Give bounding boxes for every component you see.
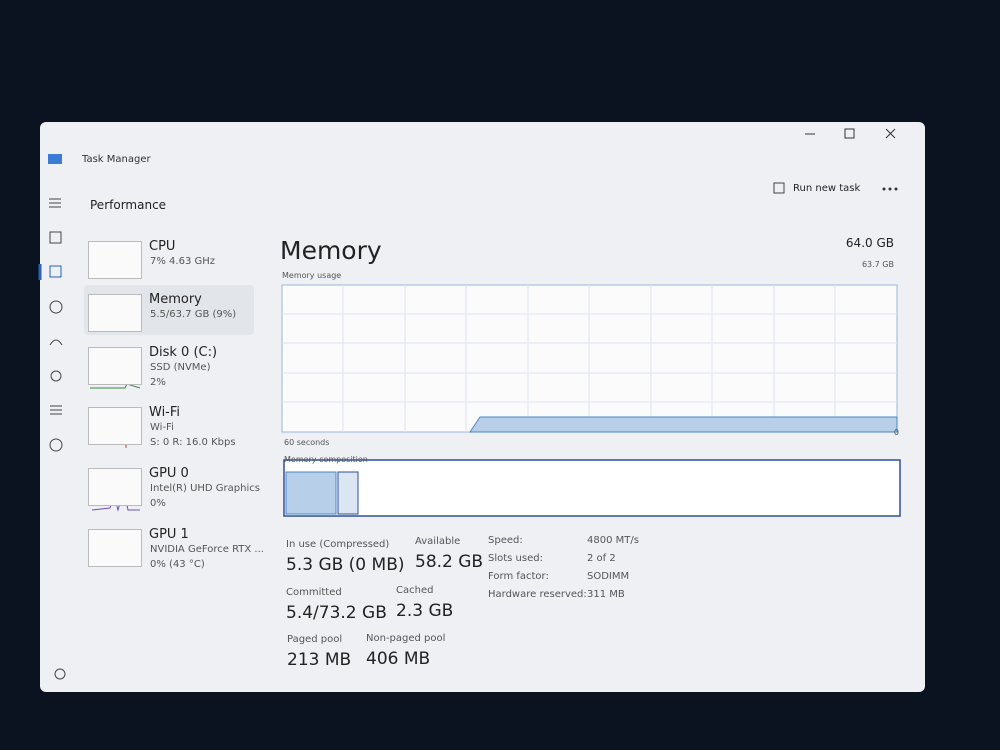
performance-icon[interactable] (49, 265, 62, 278)
sidebar-thumbnail (88, 241, 142, 279)
stat-value: 58.2 GB (415, 552, 484, 572)
detail-label: Form factor: (488, 571, 549, 582)
sidebar-item-detail: 2% (150, 377, 166, 388)
detail-value: 2 of 2 (587, 553, 616, 564)
window-title: Task Manager (82, 154, 151, 165)
sidebar-thumbnail (88, 294, 142, 332)
sidebar-item-name[interactable]: Wi-Fi (149, 405, 181, 420)
stat-value: 213 MB (287, 650, 352, 670)
more-button[interactable] (882, 187, 898, 191)
details-icon[interactable] (50, 405, 62, 415)
sidebar-item-detail: S: 0 R: 16.0 Kbps (150, 437, 236, 448)
settings-icon[interactable] (54, 668, 66, 680)
sidebar-item-name[interactable]: Memory (149, 292, 202, 307)
sidebar-item-name[interactable]: Disk 0 (C:) (149, 345, 218, 360)
memory-total: 64.0 GB (845, 236, 894, 250)
detail-value: 4800 MT/s (587, 535, 639, 546)
sidebar-item-detail: 5.5/63.7 GB (9%) (150, 309, 237, 320)
sidebar-item-detail: NVIDIA GeForce RTX ... (150, 544, 264, 555)
app-icon (48, 154, 62, 164)
sidebar-thumbnail (88, 407, 142, 445)
sidebar-item-detail: SSD (NVMe) (150, 362, 211, 373)
usage-graph (281, 284, 898, 433)
stat-value: 2.3 GB (396, 601, 454, 621)
processes-icon[interactable] (49, 231, 62, 244)
stat-value: 406 MB (366, 649, 431, 669)
stat-label: Cached (396, 585, 434, 596)
stat-label: Paged pool (287, 634, 343, 645)
sidebar-item-name[interactable]: GPU 1 (149, 527, 189, 542)
nav-rail (38, 198, 66, 680)
sidebar-item-name[interactable]: CPU (149, 239, 176, 254)
run-task-button[interactable]: Run new task (793, 183, 861, 194)
run-task-icon (773, 182, 785, 194)
composition-label: Memory composition (284, 455, 368, 464)
detail-label: Hardware reserved: (488, 589, 587, 600)
detail-label: Speed: (488, 535, 523, 546)
page-title: Memory (280, 236, 382, 265)
sidebar-thumbnail (88, 468, 142, 506)
sidebar-thumbnail (88, 529, 142, 567)
section-title: Performance (90, 198, 167, 212)
stat-label: Non-paged pool (366, 633, 446, 644)
stat-value: 5.3 GB (0 MB) (286, 555, 405, 575)
graph-max: 63.7 GB (861, 260, 894, 269)
startup-icon[interactable] (49, 339, 63, 346)
detail-value: 311 MB (587, 589, 625, 600)
close-button[interactable] (885, 128, 896, 139)
graph-min: 0 (893, 428, 899, 437)
sidebar-item-detail: 0% (43 °C) (150, 559, 205, 570)
detail-label: Slots used: (488, 553, 543, 564)
sidebar-item-detail: 7% 4.63 GHz (150, 256, 216, 267)
maximize-button[interactable] (844, 128, 855, 139)
history-icon[interactable] (49, 300, 63, 314)
sidebar-item-detail: Intel(R) UHD Graphics (150, 483, 260, 494)
users-icon[interactable] (50, 370, 62, 382)
sidebar-item-detail: 0% (150, 498, 166, 509)
sidebar-thumbnail (88, 347, 142, 385)
stat-label: In use (Compressed) (286, 539, 390, 550)
stat-label: Committed (286, 587, 342, 598)
graph-time-label: 60 seconds (284, 438, 330, 447)
stat-value: 5.4/73.2 GB (286, 603, 387, 623)
menu-icon[interactable] (49, 198, 61, 208)
stat-label: Available (415, 536, 461, 547)
detail-value: SODIMM (587, 571, 630, 582)
sidebar-item-detail: Wi-Fi (150, 422, 174, 433)
graph-label: Memory usage (282, 271, 342, 280)
sidebar-item-name[interactable]: GPU 0 (149, 466, 189, 481)
composition-bar (283, 459, 901, 517)
services-icon[interactable] (49, 438, 63, 452)
